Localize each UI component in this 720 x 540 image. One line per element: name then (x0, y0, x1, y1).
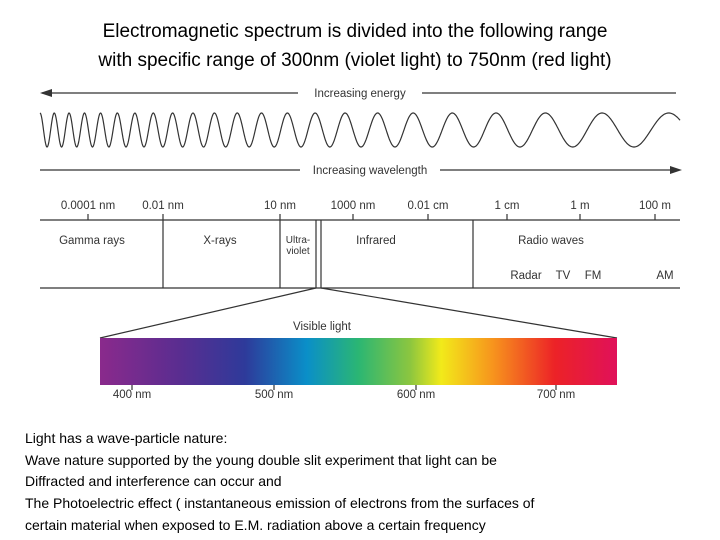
region-label: Radio waves (518, 235, 584, 247)
radio-band: AM (656, 270, 673, 282)
energy-label: Increasing energy (314, 88, 406, 100)
body-line: certain material when exposed to E.M. ra… (25, 517, 486, 533)
body-line: Light has a wave-particle nature: (25, 430, 227, 446)
region-label: Gamma rays (59, 235, 125, 247)
region-label: Ultra- (286, 235, 310, 246)
visible-tick-label: 500 nm (255, 389, 293, 401)
radio-band: FM (585, 270, 602, 282)
wavelength-label: Increasing wavelength (313, 165, 427, 177)
scale-label: 1 cm (495, 200, 520, 212)
scale-label: 100 m (639, 200, 671, 212)
body-line: The Photoelectric effect ( instantaneous… (25, 495, 535, 511)
visible-label: Visible light (293, 321, 352, 333)
radio-band: TV (556, 270, 571, 282)
visible-tick-label: 600 nm (397, 389, 435, 401)
region-label: Infrared (356, 235, 396, 247)
label-bg (300, 162, 440, 178)
radio-band: Radar (510, 270, 541, 282)
body-line: Wave nature supported by the young doubl… (25, 452, 497, 468)
scale-label: 1000 nm (331, 200, 376, 212)
arrow-head (670, 166, 682, 174)
region-label: X-rays (203, 235, 236, 247)
arrow-head (40, 89, 52, 97)
label-bg (298, 85, 422, 101)
wave (39, 112, 681, 148)
title-line: with specific range of 300nm (violet lig… (97, 50, 611, 71)
region-label: violet (286, 246, 310, 257)
scale-label: 0.01 cm (408, 200, 449, 212)
body-line: Diffracted and interference can occur an… (25, 473, 282, 489)
visible-tick-label: 400 nm (113, 389, 151, 401)
funnel-line (99, 287, 317, 339)
title-line: Electromagnetic spectrum is divided into… (103, 21, 608, 42)
visible-spectrum (100, 338, 617, 385)
scale-label: 1 m (570, 200, 589, 212)
scale-label: 0.01 nm (142, 200, 184, 212)
scale-label: 10 nm (264, 200, 296, 212)
scale-label: 0.0001 nm (61, 200, 115, 212)
visible-tick-label: 700 nm (537, 389, 575, 401)
funnel-line (320, 287, 618, 339)
